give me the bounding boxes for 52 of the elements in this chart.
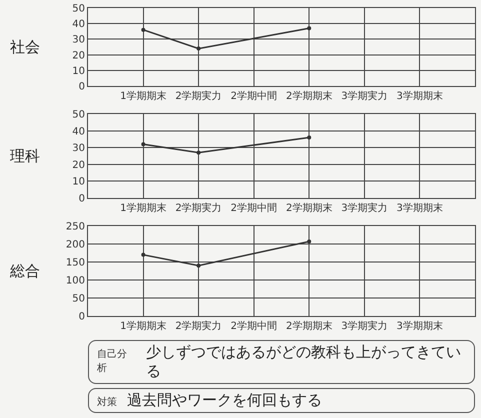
x-tick-label: 3学期実力 (341, 320, 388, 332)
y-tick-label: 20 (72, 50, 85, 62)
point (307, 239, 312, 244)
point (307, 136, 312, 140)
point (307, 26, 312, 30)
y-tick-label: 200 (66, 240, 85, 250)
x-tick-label: 1学期期末 (120, 90, 166, 102)
y-tick-label: 30 (72, 34, 85, 46)
y-tick-label: 40 (72, 19, 85, 30)
y-tick-label: 50 (72, 294, 85, 304)
y-tick-label: 0 (78, 82, 85, 92)
x-tick-label: 3学期期末 (396, 90, 443, 102)
text: 少しずつではあるがどの教科も上がってきている (146, 343, 462, 381)
x-tick-label: 3学期期末 (396, 320, 443, 332)
x-tick-label: 2学期期末 (286, 320, 332, 332)
y-tick-label: 0 (78, 194, 85, 204)
x-tick-label: 2学期中間 (230, 90, 278, 102)
y-tick-label: 50 (72, 110, 85, 120)
x-tick-label: 2学期中間 (230, 320, 278, 332)
point (141, 28, 146, 32)
x-tick-label: 2学期実力 (175, 202, 222, 214)
y-tick-label: 150 (66, 258, 85, 268)
text: 対策 (97, 396, 117, 409)
x-tick-label: 2学期中間 (230, 202, 278, 214)
y-tick-label: 250 (66, 222, 85, 232)
text: 自己分析 (97, 348, 128, 375)
y-tick-label: 0 (78, 312, 85, 322)
x-tick-label: 3学期実力 (341, 202, 388, 214)
y-tick-label: 100 (66, 276, 85, 286)
y-axis-title: 理科 (10, 147, 40, 165)
x-tick-label: 2学期期末 (286, 90, 332, 102)
y-tick-label: 30 (72, 143, 85, 154)
y-tick-label: 10 (72, 176, 85, 188)
point (141, 142, 146, 146)
y-tick-label: 40 (72, 126, 85, 138)
point (141, 252, 146, 257)
y-tick-label: 10 (72, 66, 85, 77)
point (196, 150, 201, 155)
y-tick-label: 20 (72, 160, 85, 171)
x-tick-label: 1学期期末 (120, 202, 166, 214)
x-tick-label: 3学期期末 (396, 202, 443, 214)
x-tick-label: 1学期期末 (120, 320, 166, 332)
point (196, 264, 201, 268)
x-tick-label: 2学期実力 (175, 320, 222, 332)
y-axis-title: 総合 (9, 262, 40, 280)
y-axis-title: 社会 (10, 38, 40, 56)
x-tick-label: 2学期実力 (175, 90, 222, 102)
text: 過去問やワークを何回もする (127, 391, 322, 410)
x-tick-label: 3学期実力 (341, 90, 388, 102)
x-tick-label: 2学期期末 (286, 202, 332, 214)
point (196, 46, 201, 51)
y-tick-label: 50 (72, 4, 85, 14)
